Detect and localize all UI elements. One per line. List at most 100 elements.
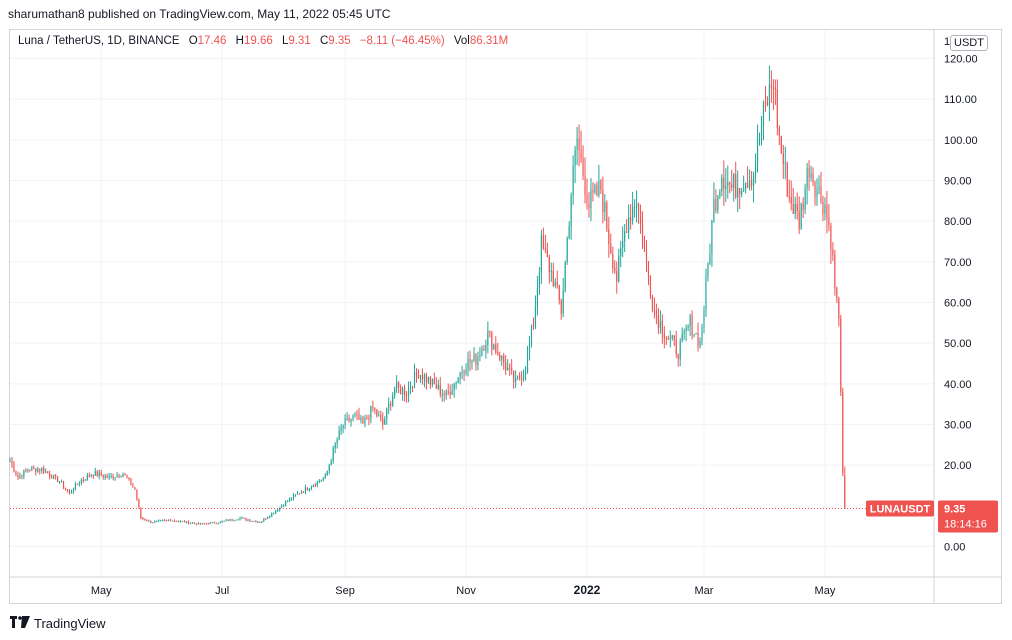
- x-tick-label: May: [815, 585, 836, 597]
- tradingview-brand[interactable]: TradingView: [10, 615, 106, 631]
- candle-body: [735, 174, 737, 198]
- candle-body: [360, 417, 362, 420]
- candle-body: [762, 101, 765, 127]
- candle-body: [467, 359, 469, 370]
- candle-body: [810, 173, 812, 178]
- candle-body: [814, 182, 816, 198]
- candle-body: [425, 374, 427, 383]
- candle-body: [148, 520, 150, 522]
- candle-body: [394, 388, 396, 396]
- candle-body: [156, 520, 158, 522]
- candle-body: [536, 287, 539, 307]
- last-price-label: 9.35: [944, 503, 965, 515]
- candle-body: [707, 263, 709, 277]
- candle-body: [275, 510, 277, 514]
- candle-body: [348, 417, 350, 422]
- candle-body: [92, 475, 94, 477]
- candle-body: [279, 507, 281, 511]
- candle-body: [191, 522, 194, 524]
- candle-body: [717, 195, 719, 211]
- candle-body: [382, 418, 384, 425]
- candle-body: [639, 210, 642, 224]
- candle-body: [300, 492, 303, 494]
- candle-body: [433, 378, 435, 385]
- candle-body: [237, 519, 239, 521]
- candle-body: [473, 354, 475, 361]
- candle-body: [41, 468, 43, 471]
- candle-body: [197, 522, 199, 525]
- published-byline: sharumathan8 published on TradingView.co…: [8, 7, 391, 21]
- candle-body: [513, 370, 515, 382]
- candle-body: [758, 139, 761, 141]
- candle-body: [671, 335, 673, 338]
- candle-body: [481, 348, 483, 356]
- high-value: 19.66: [243, 35, 273, 47]
- y-tick-label: 30.00: [944, 419, 972, 431]
- candle-body: [661, 320, 663, 334]
- candle-body: [308, 488, 311, 490]
- candle-body: [449, 391, 451, 395]
- candle-body: [405, 395, 408, 397]
- candle-body: [259, 521, 261, 523]
- candle-body: [370, 406, 372, 420]
- candle-body: [281, 506, 283, 508]
- symbol-info[interactable]: Luna / TetherUS, 1D, BINANCE: [18, 35, 180, 47]
- candle-body: [441, 394, 443, 396]
- candle-body: [106, 475, 108, 478]
- candle-body: [554, 281, 556, 286]
- candle-body: [47, 471, 49, 474]
- candle-body: [530, 326, 533, 344]
- candle-body: [786, 163, 788, 197]
- candle-body: [267, 517, 269, 519]
- candle-body: [637, 203, 640, 211]
- high-label: H: [235, 35, 244, 47]
- candle-body: [641, 223, 644, 247]
- candle-body: [570, 195, 572, 227]
- candle-body: [332, 448, 334, 461]
- candle-body: [128, 477, 130, 480]
- candle-body: [633, 206, 636, 208]
- candle-body: [288, 498, 291, 502]
- candle-body: [417, 374, 420, 379]
- candle-body: [72, 490, 75, 493]
- candle-body: [378, 415, 380, 417]
- candle-body: [659, 320, 661, 328]
- candle-body: [312, 485, 314, 488]
- candle-body: [45, 471, 47, 473]
- candle-body: [643, 246, 646, 252]
- candle-body: [350, 419, 352, 422]
- candle-body: [667, 338, 669, 340]
- candle-body: [776, 89, 778, 128]
- close-value: 9.35: [328, 35, 351, 47]
- candle-body: [209, 522, 211, 525]
- candle-body: [166, 520, 168, 522]
- candle-body: [582, 158, 584, 176]
- candle-body: [388, 403, 390, 409]
- candle-body: [501, 355, 503, 360]
- candle-body: [760, 126, 763, 140]
- candle-body: [665, 338, 667, 340]
- candle-body: [568, 226, 570, 239]
- candle-body: [673, 335, 675, 340]
- candle-body: [290, 498, 293, 500]
- x-tick-label: Jul: [215, 585, 229, 597]
- candle-body: [108, 475, 110, 478]
- candle-body: [31, 467, 33, 471]
- candle-body: [386, 408, 388, 419]
- candle-body: [794, 203, 796, 214]
- candle-body: [697, 333, 699, 347]
- currency-button[interactable]: USDT: [950, 35, 988, 51]
- candle-body: [23, 470, 25, 477]
- low-value: 9.31: [288, 35, 311, 47]
- candle-body: [808, 167, 810, 178]
- x-tick-label: Mar: [695, 585, 714, 597]
- candle-body: [792, 203, 794, 214]
- y-tick-label: 100.00: [944, 135, 978, 147]
- candle-body: [766, 102, 769, 106]
- candle-body: [804, 188, 806, 210]
- candle-body: [647, 261, 650, 277]
- candle-body: [96, 471, 98, 476]
- candle-body: [358, 414, 360, 420]
- candle-body: [187, 521, 190, 524]
